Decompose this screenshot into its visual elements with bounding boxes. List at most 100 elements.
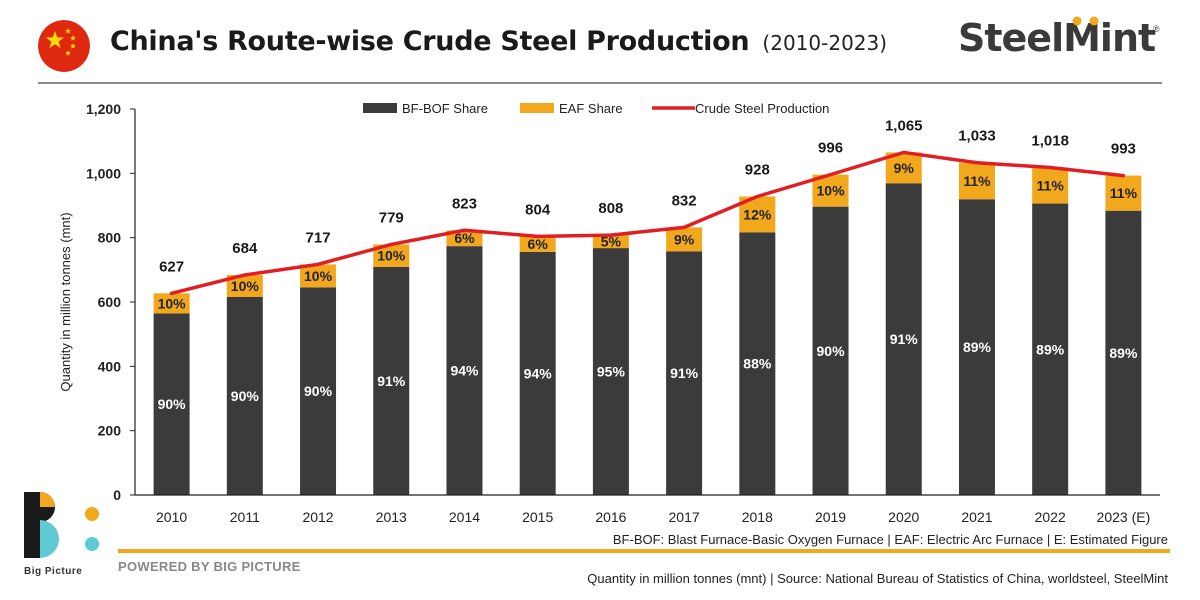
- y-tick-label: 1,000: [86, 165, 121, 181]
- header: China's Route-wise Crude Steel Productio…: [0, 0, 1200, 84]
- registered-mark: ®: [1153, 24, 1160, 34]
- bfbof-share-label: 95%: [597, 364, 626, 380]
- x-tick-label: 2013: [376, 509, 407, 525]
- bfbof-bar: [666, 251, 703, 495]
- total-label: 627: [159, 258, 184, 275]
- total-label: 928: [745, 161, 770, 178]
- header-divider: [38, 82, 1162, 84]
- bfbof-share-label: 89%: [963, 339, 992, 355]
- legend-eaf-swatch: [520, 103, 554, 113]
- bfbof-share-label: 90%: [158, 396, 187, 412]
- x-tick-label: 2021: [961, 509, 992, 525]
- y-tick-label: 200: [98, 423, 122, 439]
- eaf-share-label: 11%: [963, 173, 991, 189]
- x-tick-label: 2018: [742, 509, 773, 525]
- eaf-share-label: 10%: [231, 278, 260, 294]
- footer-accent-bar: [118, 549, 1170, 553]
- total-label: 993: [1111, 141, 1136, 158]
- line-point: [1121, 173, 1125, 178]
- abbreviation-note: BF-BOF: Blast Furnace-Basic Oxygen Furna…: [612, 532, 1168, 547]
- line-point: [170, 291, 174, 295]
- legend-bfbof-label: BF-BOF Share: [402, 101, 488, 116]
- eaf-bar: [1032, 167, 1069, 204]
- powered-by: POWERED BY BIG PICTURE: [118, 559, 301, 574]
- eaf-bar: [1105, 175, 1142, 211]
- steelmint-logo: SteelMint: [958, 16, 1156, 60]
- chart-subtitle: (2010-2023): [762, 31, 888, 55]
- x-tick-label: 2012: [302, 509, 333, 525]
- bfbof-share-label: 94%: [524, 365, 553, 381]
- bfbof-bar: [226, 296, 263, 495]
- y-tick-label: 600: [98, 294, 122, 310]
- x-tick-label: 2010: [156, 509, 187, 525]
- source-note: Quantity in million tonnes (mnt) | Sourc…: [587, 571, 1168, 586]
- line-point: [389, 242, 393, 247]
- line-point: [609, 233, 613, 237]
- total-label: 717: [306, 229, 331, 246]
- eaf-share-label: 5%: [601, 234, 622, 250]
- y-tick-label: 400: [98, 358, 122, 374]
- x-tick-label: 2014: [449, 509, 480, 525]
- bfbof-bar: [373, 266, 410, 495]
- y-tick-label: 800: [98, 230, 122, 246]
- line-point: [828, 173, 833, 177]
- line-point: [536, 234, 540, 238]
- china-flag-icon: [38, 20, 90, 72]
- line-point: [975, 161, 979, 165]
- bfbof-share-label: 89%: [1109, 345, 1138, 361]
- total-label: 1,018: [1031, 133, 1069, 150]
- crude-steel-line: [169, 150, 1126, 296]
- page-title: China's Route-wise Crude Steel Productio…: [110, 26, 887, 57]
- legend: BF-BOF Share EAF Share Crude Steel Product…: [363, 101, 829, 116]
- line-point: [243, 273, 247, 277]
- eaf-share-label: 10%: [817, 183, 846, 199]
- x-tick-label: 2017: [669, 509, 700, 525]
- eaf-share-label: 6%: [528, 236, 549, 252]
- bfbof-share-label: 91%: [670, 365, 699, 381]
- bfbof-bar: [1105, 210, 1142, 496]
- bfbof-bar: [812, 206, 849, 495]
- legend-bfbof-swatch: [363, 103, 397, 113]
- total-label: 996: [818, 140, 843, 157]
- x-tick-label: 2019: [815, 509, 846, 525]
- eaf-share-label: 11%: [1037, 178, 1065, 194]
- eaf-share-label: 10%: [304, 268, 333, 284]
- total-label: 823: [452, 195, 477, 212]
- line-point: [1048, 165, 1052, 170]
- total-label: 808: [598, 200, 623, 217]
- eaf-share-label: 9%: [894, 160, 915, 176]
- bfbof-bar: [153, 313, 190, 495]
- eaf-share-label: 6%: [454, 230, 475, 246]
- bfbof-bar: [1032, 203, 1069, 495]
- total-label: 1,065: [885, 117, 923, 134]
- eaf-bar: [519, 236, 556, 252]
- logo-dots-icon: [1072, 16, 1099, 26]
- big-picture-logo-icon: [24, 492, 99, 558]
- eaf-bar: [373, 244, 410, 267]
- big-picture-logo-text: Big Picture: [24, 566, 83, 577]
- total-label: 779: [379, 209, 404, 226]
- bfbof-share-label: 89%: [1036, 341, 1065, 357]
- eaf-share-label: 11%: [1110, 185, 1138, 201]
- x-tick-label: 2020: [888, 509, 919, 525]
- data-labels: 90% 10% 90% 10% 90% 10% 91% 10% 94% 6% 94% 6% 95% 5% 9…: [158, 117, 1138, 412]
- bfbof-bar: [958, 199, 995, 495]
- bfbof-bar: [300, 287, 337, 495]
- bfbof-bar: [446, 246, 483, 495]
- line-point: [316, 262, 320, 266]
- eaf-bar: [446, 230, 483, 247]
- eaf-share-label: 12%: [743, 206, 772, 222]
- bfbof-share-label: 88%: [743, 356, 772, 372]
- y-axis: 0 200 400 600 800 1,000 1,200: [86, 101, 136, 503]
- bfbof-bar: [519, 251, 556, 495]
- line-point: [755, 194, 759, 199]
- legend-line-label: Crude Steel Production: [695, 101, 829, 116]
- chart-title: China's Route-wise Crude Steel Productio…: [110, 26, 750, 57]
- x-tick-label: 2023 (E): [1097, 509, 1151, 525]
- eaf-share-label: 10%: [377, 248, 406, 264]
- eaf-share-label: 10%: [158, 295, 187, 311]
- bfbof-share-label: 90%: [817, 343, 846, 359]
- bfbof-bar: [592, 248, 629, 495]
- x-tick-label: 2015: [522, 509, 553, 525]
